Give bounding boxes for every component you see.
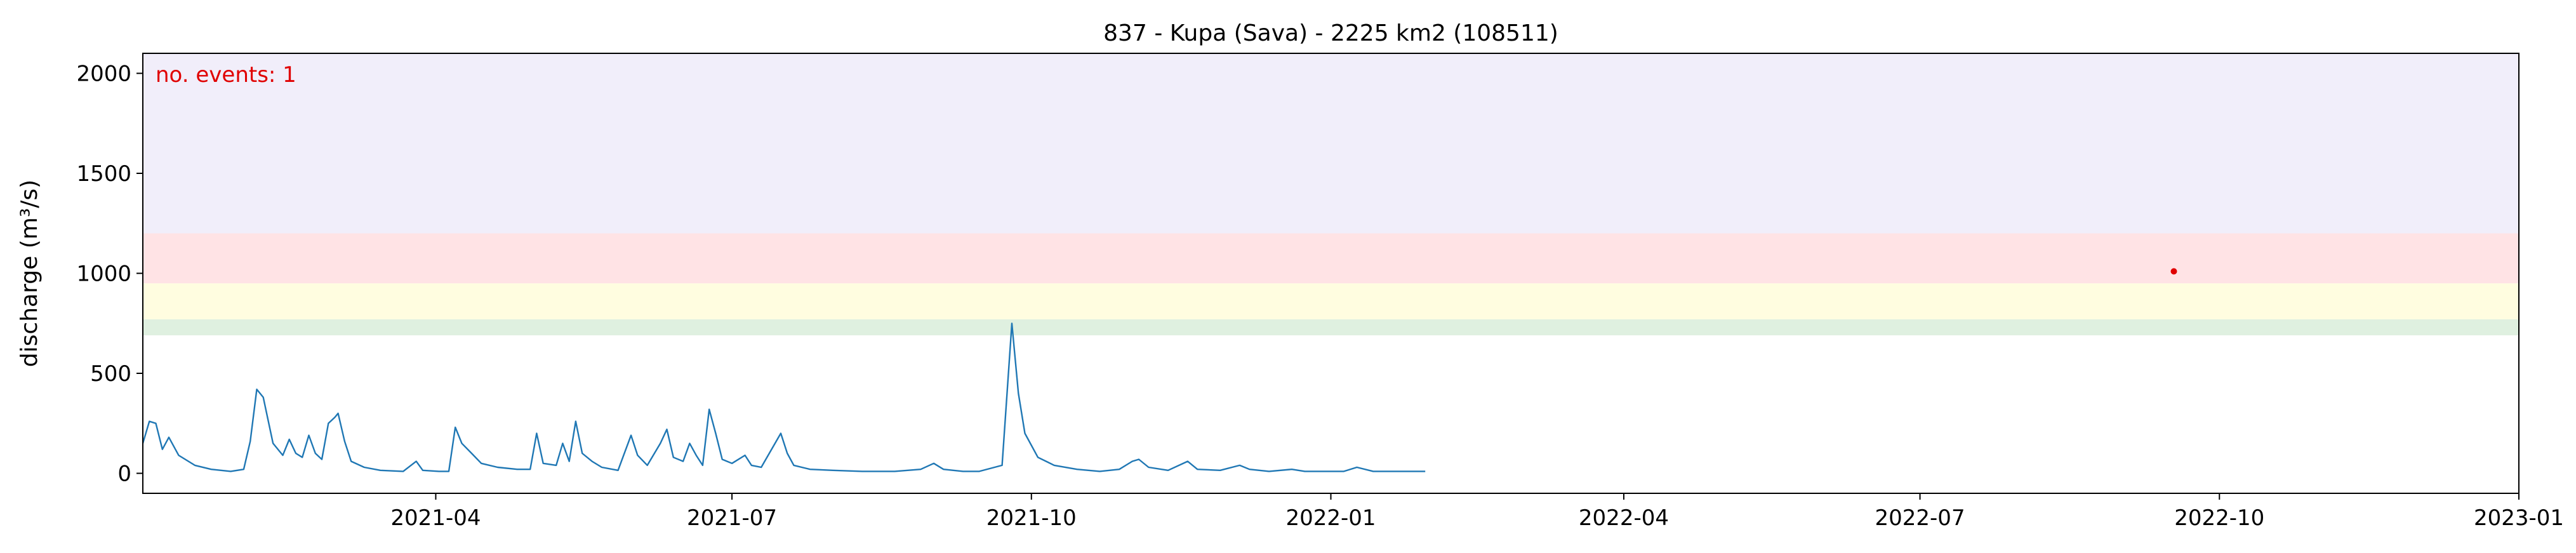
chart-title: 837 - Kupa (Sava) - 2225 km2 (108511) xyxy=(1103,20,1558,46)
x-tick-label: 2023-01 xyxy=(2474,505,2564,531)
threshold-band xyxy=(143,233,2519,284)
threshold-band xyxy=(143,53,2519,234)
event-marker xyxy=(2170,268,2177,275)
y-tick-label: 2000 xyxy=(76,62,131,87)
y-tick-label: 500 xyxy=(90,361,131,387)
x-tick-label: 2022-07 xyxy=(1875,505,1965,531)
x-tick-label: 2021-04 xyxy=(390,505,481,531)
y-tick-label: 1500 xyxy=(76,161,131,187)
y-axis-label: discharge (m³/s) xyxy=(17,180,43,367)
x-tick-label: 2022-01 xyxy=(1285,505,1376,531)
y-tick-label: 1000 xyxy=(76,262,131,287)
x-axis: 2021-04 2021-07 2021-10 2022-01 2022-04 2022-… xyxy=(390,493,2564,531)
threshold-band xyxy=(143,319,2519,336)
x-tick-label: 2022-04 xyxy=(1579,505,1669,531)
threshold-band xyxy=(143,283,2519,319)
events-count-label: no. events: 1 xyxy=(156,62,296,88)
y-tick-label: 0 xyxy=(117,462,131,487)
threshold-bands xyxy=(143,53,2519,336)
x-tick-label: 2022-10 xyxy=(2174,505,2264,531)
discharge-series xyxy=(142,323,1426,472)
y-axis: 0 500 1000 1500 2000 xyxy=(76,62,143,487)
x-tick-label: 2021-10 xyxy=(986,505,1077,531)
x-tick-label: 2021-07 xyxy=(687,505,777,531)
event-markers xyxy=(2170,268,2177,275)
discharge-line xyxy=(142,323,1426,472)
